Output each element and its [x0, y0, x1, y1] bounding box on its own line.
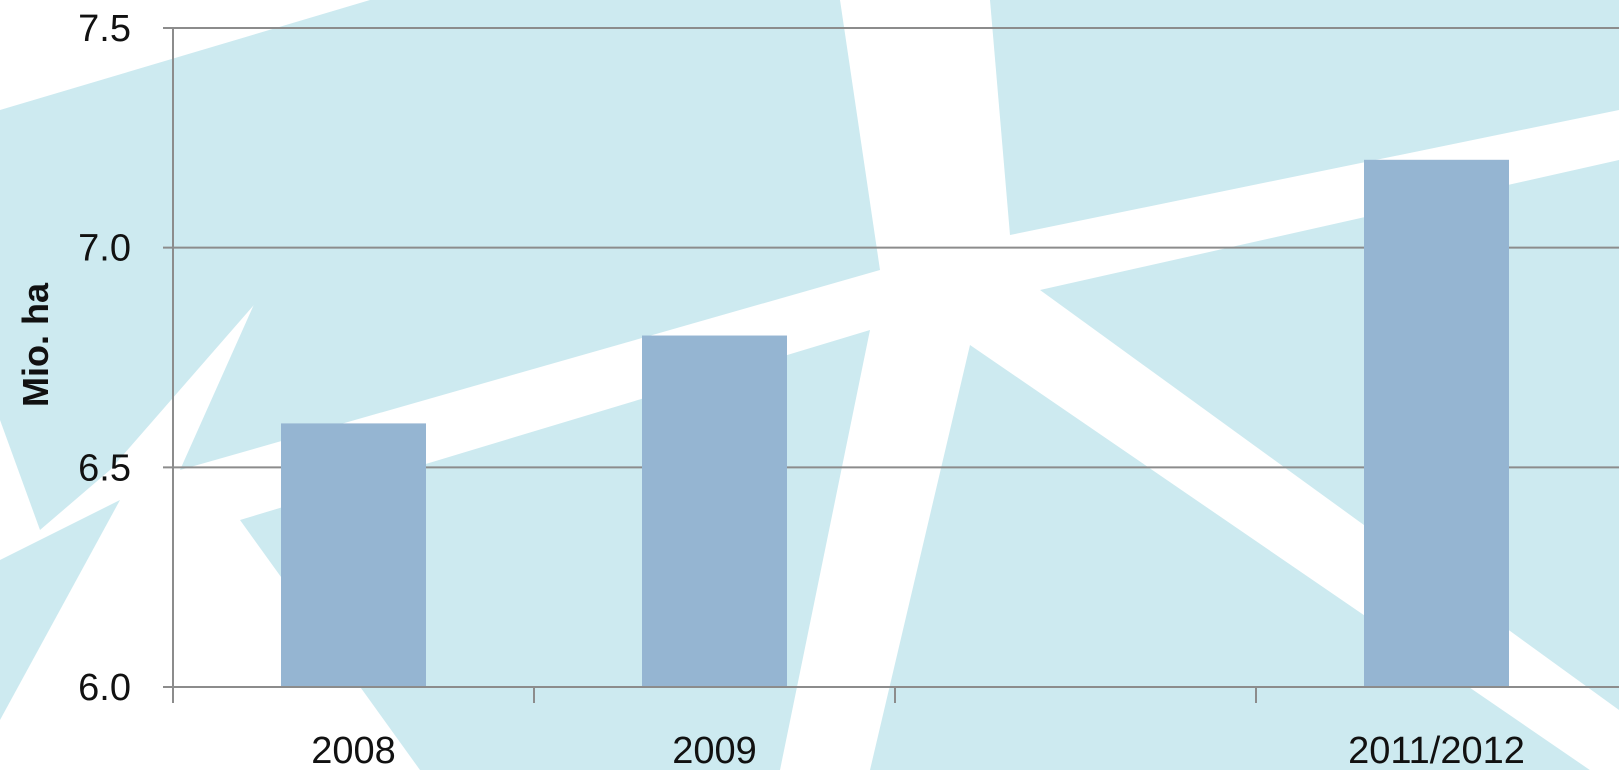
y-tick-label: 6.0: [78, 667, 131, 709]
watermark-shape: [180, 0, 880, 470]
x-tick-label: 2008: [311, 730, 396, 770]
y-axis-title: Mio. ha: [15, 282, 56, 407]
bar: [281, 423, 426, 687]
y-tick-label: 7.5: [78, 8, 131, 50]
bar: [1364, 159, 1509, 688]
y-tick-label: 6.5: [78, 447, 131, 489]
bar: [642, 335, 787, 687]
y-tick-label: 7.0: [78, 228, 131, 270]
bars: [281, 159, 1509, 688]
watermark-shape: [0, 500, 120, 720]
axes: [163, 28, 1619, 703]
x-tick-label: 2011/2012: [1348, 730, 1525, 770]
watermark-shape: [990, 0, 1619, 235]
x-tick-label: 2009: [672, 730, 757, 770]
tick-labels: 6.0 6.5 7.0 7.5 2008 2009 2011/2012: [78, 8, 1525, 770]
